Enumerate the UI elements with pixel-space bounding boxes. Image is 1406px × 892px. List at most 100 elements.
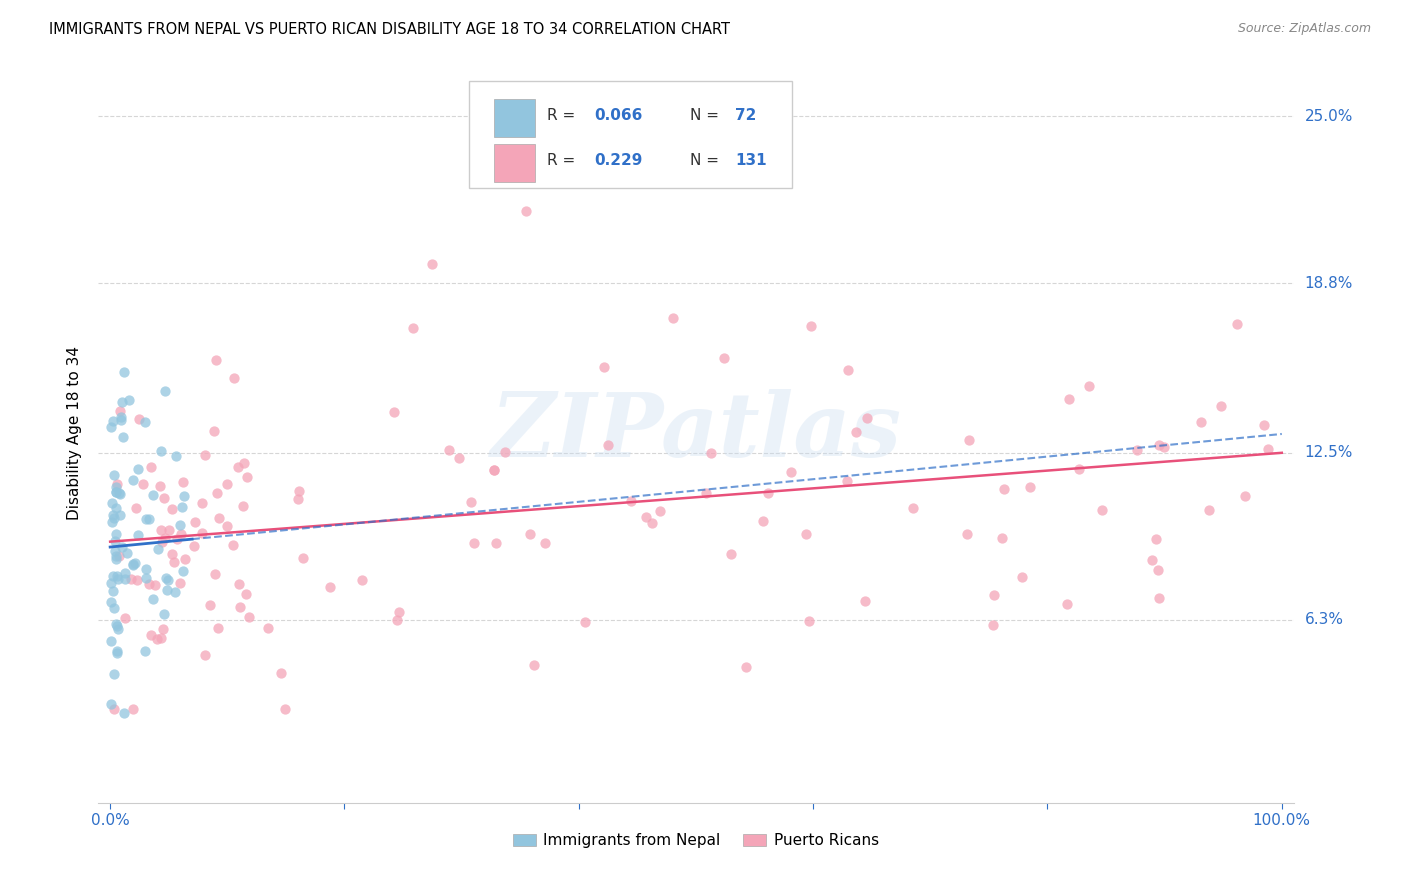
Point	[160, 548, 183, 562]
Text: 6.3%: 6.3%	[1305, 612, 1344, 627]
Point	[713, 351, 735, 365]
Point	[112, 430, 135, 444]
Point	[149, 631, 172, 645]
Point	[114, 573, 136, 587]
Point	[101, 569, 124, 583]
Point	[138, 577, 160, 591]
Point	[174, 552, 197, 566]
Point	[141, 460, 163, 475]
Point	[523, 657, 546, 672]
Point	[190, 496, 212, 510]
FancyBboxPatch shape	[494, 99, 534, 137]
Point	[853, 593, 876, 607]
Point	[215, 477, 238, 491]
Point	[270, 665, 292, 680]
Point	[108, 508, 131, 523]
Point	[103, 468, 125, 483]
Point	[183, 539, 205, 553]
Point	[170, 526, 193, 541]
Point	[1126, 442, 1149, 457]
Point	[100, 575, 122, 590]
Point	[104, 533, 127, 548]
Point	[135, 570, 157, 584]
Point	[153, 384, 176, 398]
Text: 0.229: 0.229	[595, 153, 643, 169]
Point	[110, 410, 132, 425]
Point	[700, 446, 723, 460]
Point	[224, 371, 246, 385]
Point	[287, 492, 309, 507]
Point	[107, 572, 129, 586]
Point	[1144, 532, 1167, 546]
Point	[100, 594, 122, 608]
Point	[596, 438, 619, 452]
Point	[105, 619, 128, 633]
Point	[238, 610, 260, 624]
Point	[205, 353, 228, 368]
Text: N =: N =	[690, 153, 724, 169]
Point	[142, 592, 165, 607]
Point	[574, 615, 596, 629]
Point	[485, 536, 508, 550]
Point	[120, 572, 142, 586]
Point	[134, 415, 156, 429]
Point	[145, 632, 167, 646]
Point	[150, 535, 173, 549]
Point	[153, 491, 176, 505]
Point	[620, 493, 643, 508]
Point	[519, 527, 541, 541]
Point	[388, 606, 411, 620]
Point	[157, 523, 180, 537]
Point	[288, 483, 311, 498]
Point	[387, 613, 409, 627]
Point	[720, 547, 742, 561]
Point	[111, 395, 134, 409]
Point	[1257, 442, 1279, 457]
Point	[515, 203, 537, 218]
Point	[152, 623, 174, 637]
Point	[165, 449, 187, 463]
Point	[845, 425, 868, 439]
Point	[382, 405, 405, 419]
Point	[437, 443, 460, 458]
Point	[800, 319, 823, 334]
Point	[162, 555, 184, 569]
Text: R =: R =	[547, 153, 579, 169]
Point	[1149, 591, 1171, 605]
Point	[735, 660, 758, 674]
Point	[155, 571, 177, 585]
Point	[169, 576, 191, 591]
Point	[901, 501, 924, 516]
Text: ZIPatlas: ZIPatlas	[491, 390, 901, 475]
Point	[1189, 415, 1212, 429]
Point	[169, 517, 191, 532]
Point	[274, 701, 297, 715]
Point	[319, 580, 342, 594]
Point	[105, 527, 128, 541]
Point	[149, 523, 172, 537]
Point	[149, 479, 172, 493]
Point	[139, 628, 162, 642]
Point	[779, 465, 801, 479]
Text: 0.066: 0.066	[595, 108, 643, 123]
Point	[127, 573, 149, 587]
Point	[449, 450, 471, 465]
Point	[194, 648, 217, 662]
Point	[143, 578, 166, 592]
Point	[956, 526, 979, 541]
Point	[1056, 597, 1078, 611]
Point	[205, 486, 228, 500]
Point	[108, 487, 131, 501]
Point	[107, 622, 129, 636]
Point	[138, 512, 160, 526]
Point	[350, 573, 373, 587]
Point	[128, 412, 150, 426]
Point	[991, 531, 1014, 545]
Point	[1059, 392, 1081, 407]
Point	[695, 485, 717, 500]
Text: IMMIGRANTS FROM NEPAL VS PUERTO RICAN DISABILITY AGE 18 TO 34 CORRELATION CHART: IMMIGRANTS FROM NEPAL VS PUERTO RICAN DI…	[49, 22, 730, 37]
Point	[103, 544, 125, 558]
Point	[592, 359, 614, 374]
Point	[172, 565, 194, 579]
Point	[135, 562, 157, 576]
